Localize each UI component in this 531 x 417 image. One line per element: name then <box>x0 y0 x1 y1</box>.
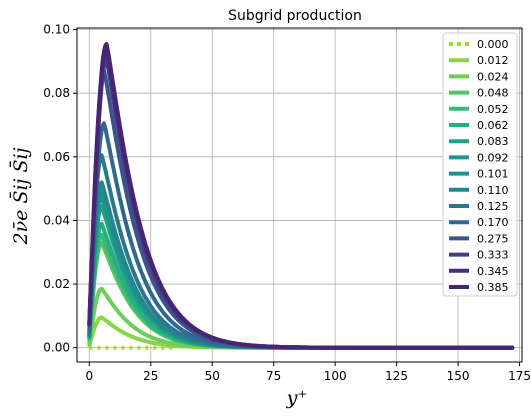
y-axis-label: 2ν̄e S̄ij S̄ij <box>9 147 32 245</box>
y-tick-label: 0.02 <box>43 277 70 291</box>
axis-ticks: 0 25 50 75 100 125 150 175 0.00 0.02 0.04 0.06 0.08 0… <box>43 23 531 383</box>
y-tick-label: 0.10 <box>43 23 70 37</box>
legend-label: 0.345 <box>477 265 509 278</box>
legend-label: 0.092 <box>477 151 509 164</box>
x-tick-label: 125 <box>385 369 408 383</box>
x-tick-label: 150 <box>447 369 470 383</box>
x-axis-label: y⁺ <box>286 387 308 409</box>
legend-label: 0.012 <box>477 54 509 67</box>
chart-title: Subgrid production <box>228 8 362 24</box>
x-tick-label: 100 <box>324 369 347 383</box>
x-tick-label: 50 <box>205 369 220 383</box>
plot-frame <box>76 27 523 363</box>
legend-label: 0.333 <box>477 249 509 262</box>
y-tick-label: 0.08 <box>43 86 70 100</box>
legend-label: 0.000 <box>477 38 509 51</box>
legend-label: 0.101 <box>477 168 509 181</box>
legend-label: 0.024 <box>477 70 509 83</box>
x-tick-label: 75 <box>266 369 281 383</box>
plot-series <box>87 41 515 350</box>
series-line <box>87 41 515 350</box>
y-tick-label: 0.04 <box>43 213 70 227</box>
legend-label: 0.125 <box>477 200 509 213</box>
legend-label: 0.385 <box>477 281 509 294</box>
legend-label: 0.110 <box>477 184 509 197</box>
y-tick-label: 0.06 <box>43 150 70 164</box>
legend-label: 0.275 <box>477 232 509 245</box>
y-tick-label: 0.00 <box>43 341 70 355</box>
legend: 0.000 0.012 0.024 0.048 0.052 0.062 0.083 0.092… <box>442 32 518 297</box>
x-tick-label: 0 <box>85 369 93 383</box>
x-tick-label: 175 <box>508 369 531 383</box>
legend-label: 0.170 <box>477 216 509 229</box>
legend-label: 0.083 <box>477 135 509 148</box>
legend-label: 0.048 <box>477 87 509 100</box>
x-tick-label: 25 <box>143 369 158 383</box>
legend-label: 0.062 <box>477 119 509 132</box>
legend-frame <box>442 32 518 297</box>
legend-label: 0.052 <box>477 103 509 116</box>
